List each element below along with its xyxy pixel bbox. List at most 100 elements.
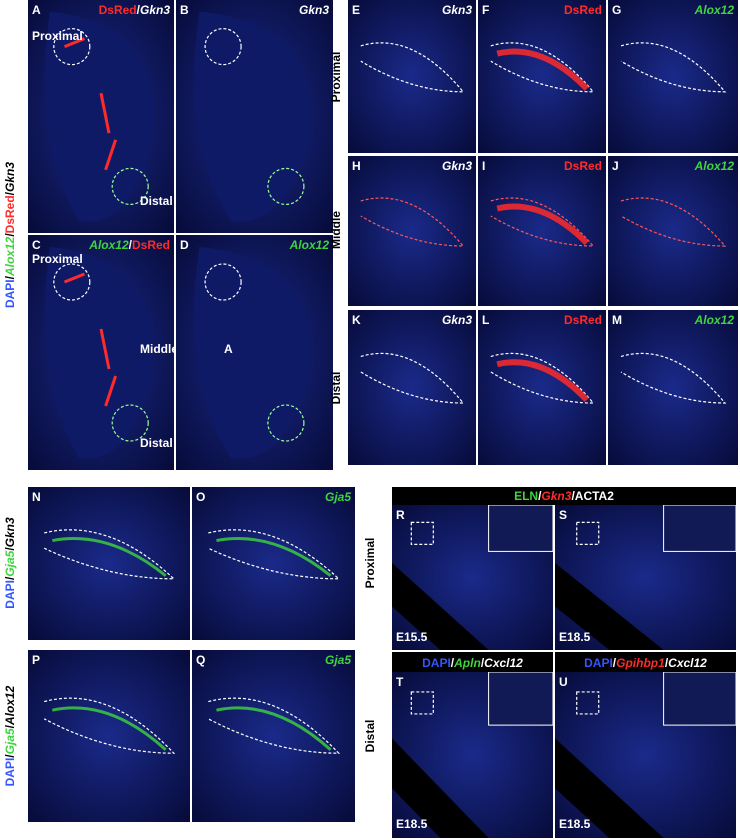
panel-letter: A (32, 3, 41, 17)
label-segment: Gkn3 (299, 3, 329, 17)
panel: F DsRed (478, 0, 606, 153)
label-segment: / (3, 576, 17, 580)
label-segment: / (3, 275, 17, 279)
vessel-outline (43, 697, 176, 754)
label-segment: Gkn3 (442, 159, 472, 173)
label-segment: Gja5 (3, 550, 17, 576)
label-segment: / (613, 656, 617, 670)
vessel-outline (620, 352, 727, 404)
row-label: Proximal (363, 538, 377, 589)
label-segment: ELN (514, 489, 538, 503)
label-segment: / (571, 489, 575, 503)
micrograph (478, 156, 606, 306)
panel-letter: U (559, 675, 568, 689)
panel-annotation: A (224, 342, 233, 356)
vessel (496, 359, 589, 402)
label-segment: DAPI (422, 656, 451, 670)
panel-label: Alox12 (694, 159, 735, 173)
label-segment: Gpihbp1 (616, 656, 665, 670)
panel: R E15.5 (392, 504, 554, 650)
panel-letter: L (482, 313, 489, 327)
label-segment: / (3, 547, 17, 551)
label-segment: / (451, 656, 455, 670)
panel: S E18.5 (555, 504, 737, 650)
label-segment: / (538, 489, 542, 503)
header-band (392, 487, 736, 505)
panel-annotation: E15.5 (396, 630, 428, 644)
panel-letter: B (180, 3, 189, 17)
micrograph (608, 310, 738, 465)
vessel (496, 48, 589, 91)
vessel (63, 37, 118, 171)
panel: P (28, 650, 190, 822)
micrograph (28, 487, 190, 640)
label-segment: / (137, 3, 141, 17)
label-segment: DsRed (99, 3, 137, 17)
micrograph (478, 310, 606, 465)
micrograph (608, 156, 738, 306)
region-circle (267, 404, 305, 442)
inset-box (576, 691, 600, 715)
label-segment: / (3, 191, 17, 195)
vessel-outline (490, 197, 595, 247)
panel: U E18.5 (555, 671, 737, 838)
panel-letter: Q (196, 653, 205, 667)
panel-letter: D (180, 238, 189, 252)
vessel (216, 537, 332, 577)
panel: T E18.5 (392, 671, 554, 838)
panel-annotation: Distal (140, 436, 173, 450)
vessel-outline (360, 352, 465, 404)
panel-letter: N (32, 490, 41, 504)
panel-annotation: Distal (140, 194, 173, 208)
panel-letter: R (396, 508, 405, 522)
panel-label: Gkn3 (299, 3, 329, 17)
label-segment: Alox12 (694, 3, 735, 17)
label-segment: DsRed (564, 3, 602, 17)
panel-label: DsRed (564, 159, 602, 173)
region-circle (267, 167, 305, 205)
region-circle (204, 27, 242, 66)
micrograph (348, 156, 476, 306)
side-label: DAPI/Gja5/Gkn3 (3, 517, 17, 609)
vessel-outline (620, 42, 727, 93)
micrograph (348, 0, 476, 153)
panel-letter: K (352, 313, 361, 327)
panel-letter: P (32, 653, 40, 667)
panel: D Alox12 A (176, 235, 333, 470)
label-segment: DAPI (584, 656, 613, 670)
label-segment: Alox12 (694, 313, 735, 327)
panel-label: DsRed (564, 313, 602, 327)
panel: M Alox12 (608, 310, 738, 465)
vessel (63, 272, 118, 407)
panel: I DsRed (478, 156, 606, 306)
panel-label: DsRed/Gkn3 (99, 3, 171, 17)
label-segment: Alox12 (88, 238, 129, 252)
panel: Q Gja5 (192, 650, 355, 822)
inset (663, 504, 737, 552)
vessel-outline (620, 197, 727, 247)
label-segment: DAPI (3, 758, 17, 787)
label-segment: / (129, 238, 133, 252)
panel: L DsRed (478, 310, 606, 465)
panel-letter: G (612, 3, 621, 17)
vessel-outline (360, 42, 465, 93)
panel-letter: S (559, 508, 567, 522)
label-segment: Cxcl12 (668, 656, 707, 670)
row-label: Middle (329, 211, 343, 249)
label-segment: DsRed (3, 195, 17, 233)
label-segment: Cxcl12 (484, 656, 523, 670)
label-segment: / (481, 656, 485, 670)
label-segment: DsRed (564, 313, 602, 327)
panel: J Alox12 (608, 156, 738, 306)
header-label: DAPI/Gpihbp1/Cxcl12 (584, 656, 707, 670)
panel-annotation: Middle (140, 342, 178, 356)
vessel (51, 706, 167, 751)
micrograph (192, 650, 355, 822)
label-segment: Gja5 (3, 728, 17, 754)
panel: C Alox12/DsRed Proximal Middle Distal (28, 235, 178, 470)
region-circle (111, 404, 149, 442)
panel-label: Gkn3 (442, 3, 472, 17)
panel-label: Gja5 (325, 490, 351, 504)
panel: H Gkn3 (348, 156, 476, 306)
